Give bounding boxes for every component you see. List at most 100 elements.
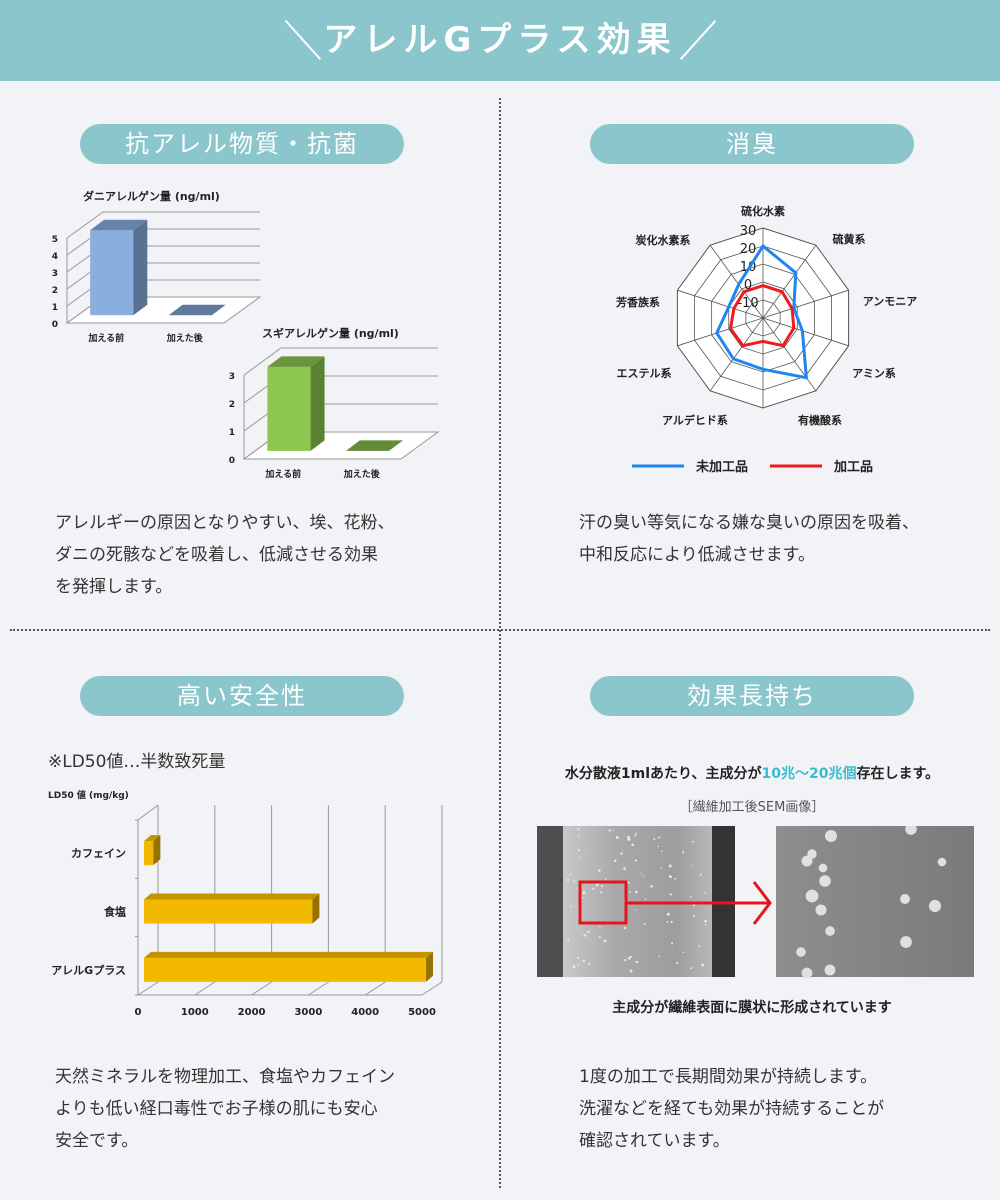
sem-particle	[577, 849, 580, 852]
x-category-label: 加えた後	[343, 468, 381, 480]
x-category-label: 加えた後	[166, 332, 204, 344]
sem-particle	[825, 830, 837, 842]
sem-particle	[629, 969, 633, 973]
sem-particle	[585, 850, 587, 852]
gridline	[364, 805, 386, 996]
y-tick-label: 1	[52, 303, 58, 313]
radar-spoke	[762, 244, 817, 319]
bar-flat	[168, 304, 226, 316]
sem-particle	[701, 963, 704, 967]
sem-particle	[671, 942, 674, 945]
radar-spoke	[762, 317, 849, 347]
sem-particle	[627, 835, 631, 839]
radar-axis-label: エステル系	[617, 366, 672, 380]
sem-particle	[690, 967, 693, 970]
sem-particle	[819, 875, 831, 887]
bar-top	[144, 951, 433, 958]
sem-particle	[608, 829, 611, 832]
dispersion-lead: 水分散液1mlあたり、主成分が10兆～20兆個存在します。	[510, 763, 994, 783]
sem-particle	[668, 864, 672, 868]
sem-particle	[801, 967, 813, 978]
bar-front	[90, 230, 134, 316]
radar-spoke	[709, 244, 764, 319]
sem-particle	[634, 834, 637, 837]
sem-particle	[669, 893, 672, 896]
page-title: アレルGプラス効果	[323, 20, 677, 60]
sem-particle	[796, 947, 806, 957]
section-pill-longlasting: 効果長持ち	[590, 676, 914, 716]
bar-top	[267, 356, 325, 367]
gridline	[194, 805, 216, 996]
sem-particle	[597, 869, 601, 872]
sem-particle	[660, 850, 663, 853]
radar-axis-label: 有機酸系	[798, 413, 842, 427]
sem-particle	[900, 936, 912, 948]
x-tick-label: 3000	[294, 1007, 322, 1018]
x-tick-label: 0	[135, 1007, 142, 1018]
sem-particle	[643, 922, 646, 925]
sem-particle	[623, 867, 626, 870]
x-tick-label: 4000	[351, 1007, 379, 1018]
sem-particle	[601, 885, 604, 888]
sem-particle	[620, 852, 623, 855]
sem-particle	[612, 829, 614, 831]
sem-particle	[818, 863, 828, 873]
x-tick-label: 2000	[238, 1007, 266, 1018]
sem-particle	[629, 955, 633, 958]
horizontal-divider	[10, 629, 990, 631]
radar-spoke	[709, 317, 764, 392]
sem-particle	[704, 892, 706, 894]
sem-particle	[631, 843, 634, 847]
radar-axis-label: アンモニア	[863, 295, 918, 308]
radar-scale-label: 20	[740, 242, 757, 257]
sem-particle	[682, 951, 685, 954]
y-tick-label: 1	[229, 428, 235, 438]
lead-highlight: 10兆～20兆個	[761, 766, 857, 782]
sem-particle	[624, 959, 627, 962]
x-category-label: 加える前	[87, 332, 124, 344]
y-tick-label: 0	[52, 320, 58, 330]
sem-particle	[627, 957, 631, 960]
radar-axis-label: アルデヒド系	[662, 413, 728, 427]
sem-particle	[815, 904, 827, 916]
sem-particle	[905, 826, 917, 835]
chart-sugi-title: スギアレルゲン量 (ng/ml)	[262, 326, 399, 340]
bar-top	[144, 835, 161, 842]
gridline	[251, 805, 273, 996]
sem-particle	[805, 889, 819, 903]
bar-front	[144, 957, 426, 982]
bar-side	[310, 356, 325, 451]
sem-particle	[704, 919, 707, 923]
sem-particle	[666, 921, 669, 923]
sem-particle	[801, 855, 813, 867]
chart-dani-title: ダニアレルゲン量 (ng/ml)	[83, 189, 220, 203]
sem-particle	[635, 960, 639, 964]
sem-particle	[615, 836, 619, 839]
radar-scale-label: 0	[744, 278, 752, 293]
sem-particle	[928, 899, 942, 913]
sem-particle	[657, 836, 661, 839]
bar-front	[267, 366, 311, 451]
sem-particle	[627, 881, 630, 884]
ld50-note: ※LD50値…半数致死量	[48, 752, 226, 772]
sem-particle	[937, 857, 947, 867]
y-tick-label: 4	[52, 252, 58, 262]
sem-particle	[603, 939, 607, 943]
sem-particle	[598, 936, 601, 938]
gridline	[66, 211, 260, 239]
sem-particle	[670, 920, 673, 924]
y-category-label: アレルGプラス	[51, 963, 126, 977]
x-tick-label: 1000	[181, 1007, 209, 1018]
bar-flat	[345, 440, 404, 451]
y-tick-label: 0	[229, 456, 235, 466]
deodorant-description: 汗の臭い等気になる嫌な臭いの原因を吸着、 中和反応により低減させます。	[579, 513, 919, 565]
safety-description: 天然ミネラルを物理加工、食塩やカフェイン よりも低い経口毒性でお子様の肌にも安心…	[55, 1067, 395, 1151]
y-category-label: 食塩	[104, 905, 126, 919]
sem-particle	[592, 887, 595, 890]
radar-scale-label: -10	[737, 296, 758, 311]
radar-axis-label: アミン系	[852, 366, 896, 380]
sem-particle	[581, 896, 584, 899]
sem-particle	[629, 891, 631, 893]
